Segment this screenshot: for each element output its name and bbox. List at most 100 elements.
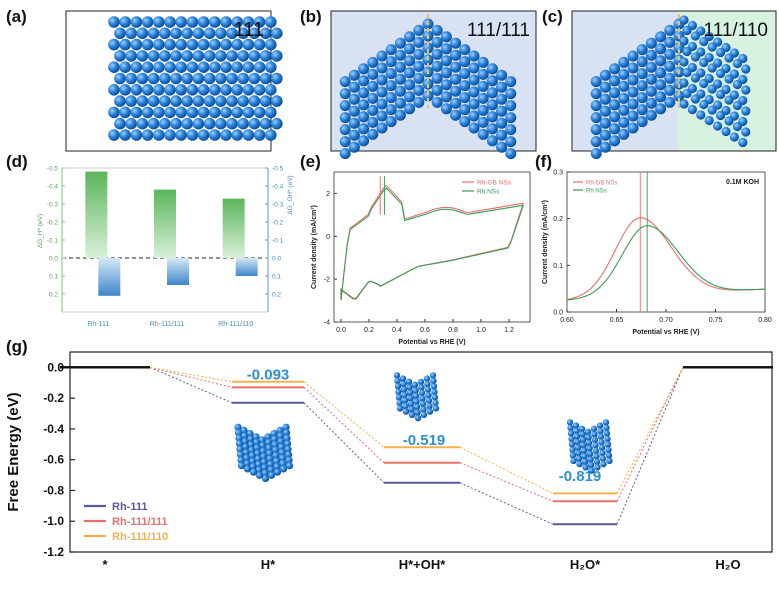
rh-atom bbox=[385, 68, 397, 80]
rh-atom bbox=[486, 123, 498, 135]
rh-atom bbox=[246, 435, 255, 443]
panel-d-letter: (d) bbox=[6, 152, 28, 171]
y-tick-label: -0.6 bbox=[43, 453, 64, 467]
rh-atom bbox=[459, 56, 471, 68]
rh-atom bbox=[114, 95, 126, 107]
rh-atom bbox=[186, 106, 199, 119]
rh-atom bbox=[600, 460, 607, 468]
rh-atom bbox=[590, 124, 602, 136]
rh-atom bbox=[376, 110, 388, 122]
rh-atom bbox=[402, 408, 410, 415]
rh-atom bbox=[130, 16, 143, 28]
rh-atom bbox=[618, 104, 630, 116]
rh-atom bbox=[425, 391, 432, 399]
rh-atom bbox=[402, 402, 409, 410]
rh-atom bbox=[279, 459, 287, 467]
right-tick-label: 0.2 bbox=[272, 292, 281, 299]
rh-atom bbox=[418, 389, 426, 396]
rh-atom bbox=[108, 38, 120, 51]
rh-atom bbox=[339, 100, 351, 112]
rh-atom bbox=[664, 72, 676, 84]
rh-atom bbox=[339, 148, 351, 160]
rh-atom bbox=[411, 381, 419, 389]
rh-atom bbox=[486, 99, 498, 111]
rh-atom bbox=[627, 62, 639, 74]
rh-atom bbox=[231, 38, 243, 51]
rh-atom bbox=[422, 42, 434, 54]
panel-f-letter: (f) bbox=[535, 152, 552, 171]
rh-atom bbox=[197, 84, 210, 96]
rh-atom bbox=[424, 380, 431, 388]
rh-atom bbox=[253, 106, 266, 119]
rh-atom bbox=[420, 406, 427, 413]
rh-atom bbox=[413, 60, 425, 72]
rh-atom bbox=[673, 90, 685, 102]
rh-atom bbox=[450, 73, 462, 85]
rh-atom bbox=[235, 434, 243, 442]
rh-atom bbox=[404, 91, 416, 103]
bar-dg-oh bbox=[235, 258, 258, 276]
rh-atom bbox=[636, 68, 648, 80]
rh-atom bbox=[125, 95, 137, 107]
rh-atom bbox=[192, 72, 205, 85]
rh-atom bbox=[394, 85, 406, 97]
right-tick-label: -0.4 bbox=[272, 184, 284, 191]
rh-atom bbox=[690, 52, 701, 62]
rh-atom bbox=[741, 85, 751, 95]
rh-atom bbox=[141, 129, 154, 141]
rh-atom bbox=[242, 448, 250, 456]
rh-atom bbox=[593, 458, 601, 465]
rh-atom bbox=[496, 93, 508, 105]
rh-atom bbox=[284, 451, 293, 459]
rh-atom bbox=[413, 96, 425, 108]
y-tick-label: -0.8 bbox=[43, 483, 64, 497]
rh-atom bbox=[450, 109, 462, 121]
rh-atom bbox=[276, 432, 285, 440]
rh-atom bbox=[729, 132, 740, 142]
rh-atom bbox=[203, 117, 216, 130]
right-axis-label: ΔG_OH* (eV) bbox=[287, 175, 294, 214]
rh-atom bbox=[265, 38, 277, 51]
rh-atom bbox=[253, 449, 262, 457]
rh-atom bbox=[339, 88, 351, 100]
rh-atom bbox=[581, 453, 588, 460]
rh-atom bbox=[130, 38, 143, 51]
rh-atom bbox=[164, 106, 176, 119]
plot-frame bbox=[69, 351, 773, 553]
rh-atom bbox=[618, 128, 630, 140]
rh-atom bbox=[587, 456, 594, 463]
rh-atom bbox=[358, 75, 370, 87]
rh-atom bbox=[505, 100, 517, 112]
rh-atom bbox=[197, 61, 210, 73]
right-tick-label: -0.1 bbox=[272, 238, 284, 245]
rh-atom bbox=[406, 384, 413, 391]
rh-atom bbox=[255, 466, 263, 474]
rh-atom bbox=[248, 457, 257, 465]
panel-a-label: 111 bbox=[234, 19, 264, 41]
rh-atom bbox=[596, 422, 604, 429]
rh-atom bbox=[716, 110, 726, 121]
panel-c-frame bbox=[571, 10, 777, 152]
rh-atom bbox=[636, 44, 648, 56]
rh-atom bbox=[732, 79, 743, 90]
rh-atom bbox=[285, 462, 294, 470]
rh-atom bbox=[220, 16, 232, 28]
rh-atom bbox=[231, 61, 243, 73]
rh-atom bbox=[679, 15, 689, 25]
rh-atom bbox=[271, 441, 279, 449]
y-tick-label: -1.0 bbox=[43, 514, 64, 528]
rh-atom bbox=[231, 84, 243, 96]
rh-atom bbox=[505, 76, 517, 88]
rh-atom bbox=[655, 43, 667, 55]
rh-atom bbox=[271, 27, 283, 40]
rh-atom bbox=[358, 123, 370, 135]
connector bbox=[303, 387, 385, 464]
rh-atom bbox=[278, 454, 287, 462]
rh-atom bbox=[496, 141, 508, 153]
rh-atom bbox=[459, 104, 471, 116]
rh-atom bbox=[259, 117, 272, 130]
rh-atom bbox=[348, 69, 360, 81]
rh-atom bbox=[367, 128, 379, 140]
rh-atom bbox=[426, 402, 433, 410]
rh-atom bbox=[125, 50, 137, 62]
